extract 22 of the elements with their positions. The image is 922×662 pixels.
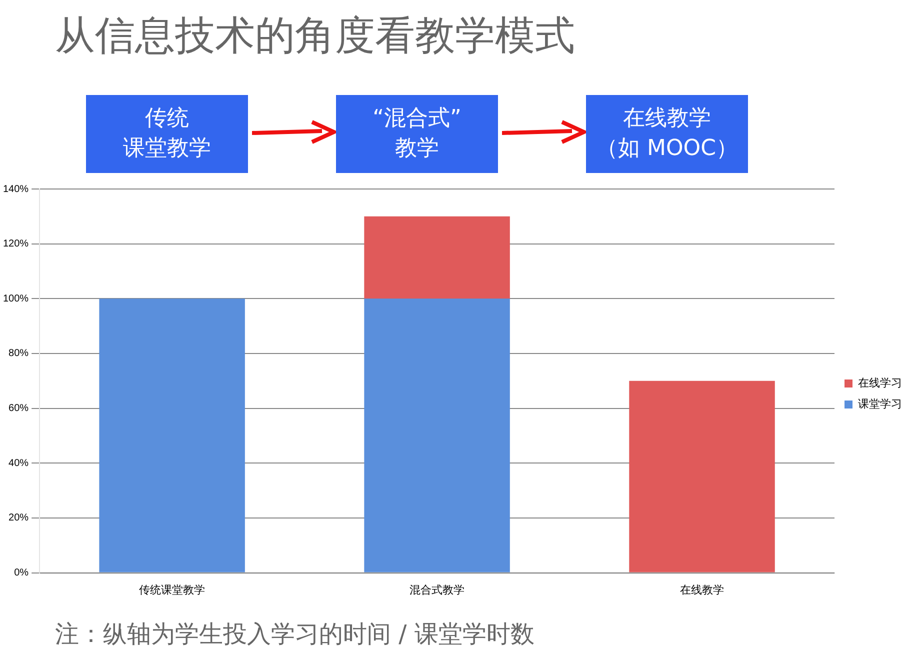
legend-label: 在线学习 bbox=[858, 376, 902, 390]
y-tick-label: 140% bbox=[3, 184, 29, 195]
chart-title: 从信息技术的角度看教学模式 bbox=[55, 12, 575, 61]
text-box: 在线教学 （如 MOOC） bbox=[586, 95, 748, 173]
legend-label: 课堂学习 bbox=[858, 398, 902, 411]
y-tick-label: 120% bbox=[3, 238, 29, 250]
x-tick-label: 混合式教学 bbox=[410, 583, 465, 596]
x-tick-label: 传统课堂教学 bbox=[139, 583, 206, 596]
text-box: 传统 课堂教学 bbox=[86, 95, 248, 173]
x-tick-label: 在线教学 bbox=[680, 583, 724, 596]
y-tick-label: 40% bbox=[8, 458, 29, 469]
y-tick-label: 100% bbox=[3, 293, 29, 304]
bar bbox=[364, 216, 510, 299]
bar bbox=[629, 380, 775, 572]
bar bbox=[364, 298, 510, 572]
y-tick-label: 0% bbox=[14, 568, 29, 579]
y-tick-label: 20% bbox=[8, 512, 29, 524]
text-box: “混合式” 教学 bbox=[336, 95, 498, 173]
y-tick-label: 60% bbox=[8, 403, 29, 414]
text: 注：纵轴为学生投入学习的时间 / 课堂学时数 bbox=[55, 619, 534, 650]
y-tick-label: 80% bbox=[8, 348, 29, 360]
bar bbox=[99, 298, 245, 572]
